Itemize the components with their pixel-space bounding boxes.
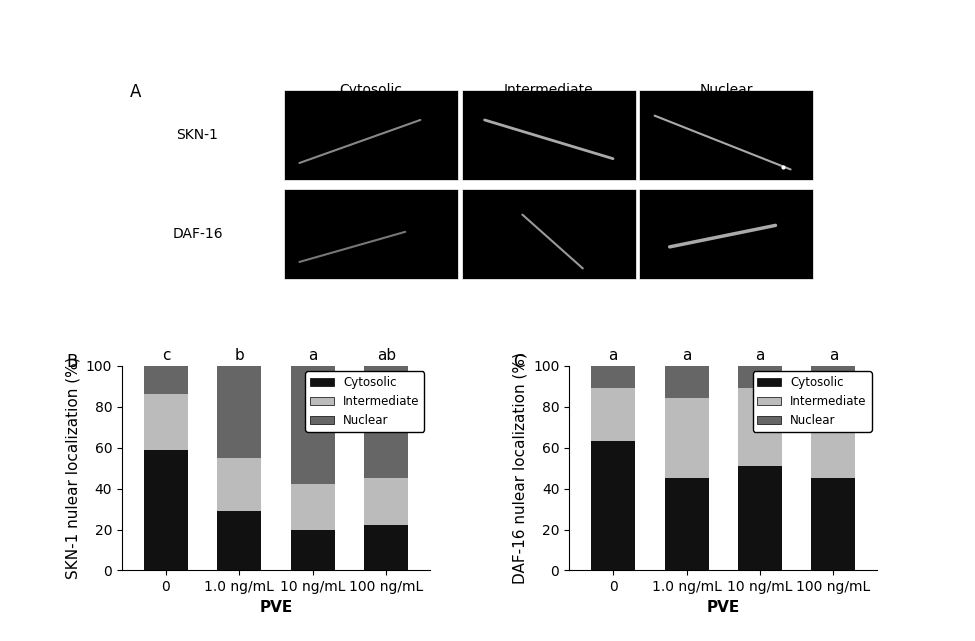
Text: a: a xyxy=(756,347,764,363)
FancyBboxPatch shape xyxy=(285,90,458,180)
X-axis label: PVE: PVE xyxy=(259,600,292,615)
Text: a: a xyxy=(829,347,838,363)
Text: a: a xyxy=(608,347,618,363)
Legend: Cytosolic, Intermediate, Nuclear: Cytosolic, Intermediate, Nuclear xyxy=(753,372,872,432)
Bar xyxy=(365,526,409,570)
Bar xyxy=(591,388,635,442)
Bar xyxy=(217,458,261,511)
Text: C: C xyxy=(514,353,526,371)
FancyBboxPatch shape xyxy=(462,90,636,180)
Legend: Cytosolic, Intermediate, Nuclear: Cytosolic, Intermediate, Nuclear xyxy=(305,372,424,432)
Bar xyxy=(665,398,709,478)
Text: Cytosolic: Cytosolic xyxy=(339,83,403,97)
Bar xyxy=(291,529,334,570)
Text: b: b xyxy=(235,347,245,363)
Text: a: a xyxy=(308,347,318,363)
FancyBboxPatch shape xyxy=(640,189,813,279)
Bar xyxy=(665,365,709,398)
Bar xyxy=(738,388,782,466)
Text: c: c xyxy=(162,347,171,363)
Bar xyxy=(217,365,261,458)
Bar xyxy=(144,394,188,449)
Text: Intermediate: Intermediate xyxy=(504,83,594,97)
Bar xyxy=(365,478,409,526)
Bar xyxy=(144,365,188,394)
Bar xyxy=(738,466,782,570)
Bar xyxy=(291,365,334,485)
Bar xyxy=(811,396,855,478)
Bar xyxy=(591,365,635,388)
Bar xyxy=(811,365,855,396)
FancyBboxPatch shape xyxy=(640,90,813,180)
Text: DAF-16: DAF-16 xyxy=(173,227,222,241)
Bar xyxy=(365,365,409,478)
Text: A: A xyxy=(130,83,140,101)
FancyBboxPatch shape xyxy=(285,189,458,279)
Bar xyxy=(291,485,334,529)
Bar xyxy=(217,511,261,570)
Bar xyxy=(144,449,188,570)
FancyBboxPatch shape xyxy=(462,189,636,279)
Text: Nuclear: Nuclear xyxy=(700,83,753,97)
Text: SKN-1: SKN-1 xyxy=(176,128,218,142)
X-axis label: PVE: PVE xyxy=(707,600,740,615)
Y-axis label: SKN-1 nulear localization (%): SKN-1 nulear localization (%) xyxy=(65,357,80,579)
Text: ab: ab xyxy=(376,347,396,363)
Text: a: a xyxy=(682,347,691,363)
Y-axis label: DAF-16 nulear localization (%): DAF-16 nulear localization (%) xyxy=(513,352,527,584)
Bar xyxy=(665,478,709,570)
Bar xyxy=(811,478,855,570)
Bar xyxy=(591,442,635,570)
Text: B: B xyxy=(66,353,78,371)
Bar xyxy=(738,365,782,388)
